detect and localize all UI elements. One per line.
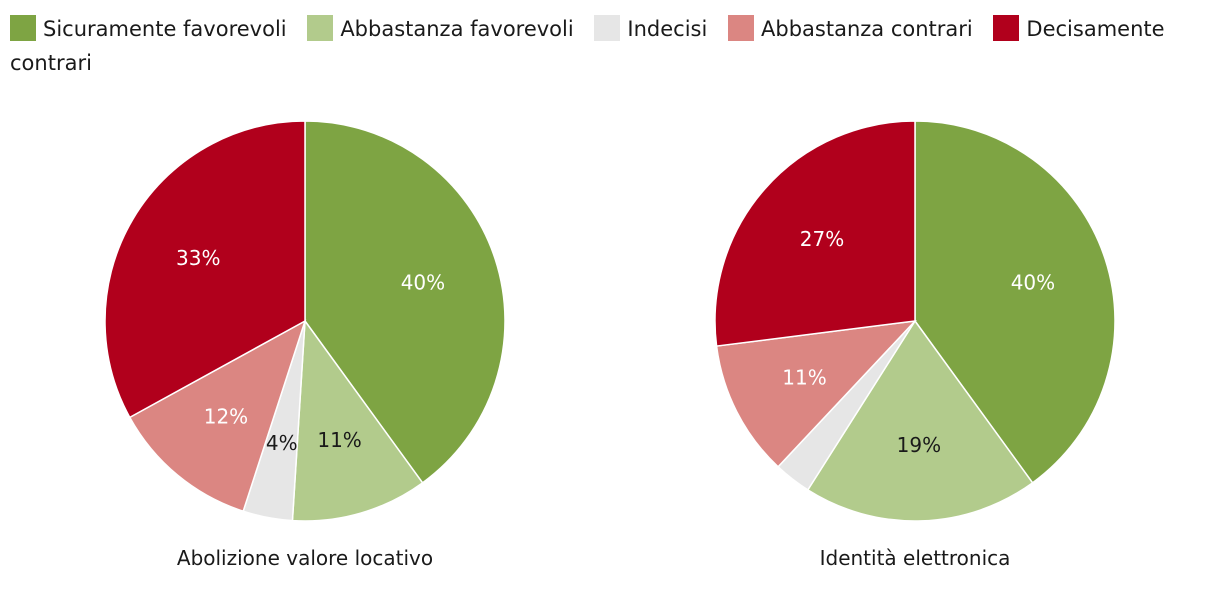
data-label-indecisi: 4% xyxy=(266,431,298,455)
data-label-abbastanza-favorevoli: 11% xyxy=(317,428,361,452)
legend-item-abbastanza-favorevoli: Abbastanza favorevoli xyxy=(307,15,574,41)
pie-slice-decisamente-contrari xyxy=(104,120,306,419)
legend-label: Abbastanza contrari xyxy=(761,17,973,41)
legend-item-sicuramente-favorevoli: Sicuramente favorevoli xyxy=(10,15,287,41)
data-label-sicuramente-favorevoli: 40% xyxy=(401,271,445,295)
chart-title-identita: Identità elettronica xyxy=(820,546,1011,570)
legend-label: Abbastanza favorevoli xyxy=(340,17,574,41)
legend-label: Indecisi xyxy=(627,17,708,41)
legend-swatch xyxy=(307,15,334,41)
pie-slice-sicuramente-favorevoli xyxy=(914,120,1116,484)
data-label-decisamente-contrari: 27% xyxy=(800,227,844,251)
pie-chart-identita-elettronica: 40% 19% 11% 27% xyxy=(714,120,1116,522)
legend-swatch xyxy=(594,15,621,41)
legend-swatch xyxy=(728,15,754,41)
pie-slice-abbastanza-contrari xyxy=(715,319,917,468)
data-label-abbastanza-favorevoli: 19% xyxy=(897,433,941,457)
pie-slice-sicuramente-favorevoli xyxy=(304,120,506,484)
pie-slice-abbastanza-favorevoli xyxy=(291,318,424,522)
pie-chart-abolizione-valore-locativo: 40% 11% 4% 12% 33% xyxy=(104,120,506,522)
data-label-sicuramente-favorevoli: 40% xyxy=(1011,271,1055,295)
legend: Sicuramente favorevoli Abbastanza favore… xyxy=(10,12,1190,80)
pie-slice-decisamente-contrari xyxy=(714,120,916,347)
legend-item-indecisi: Indecisi xyxy=(594,15,708,41)
chart-title-abolizione: Abolizione valore locativo xyxy=(177,546,433,570)
legend-item-decisamente-contrari: Decisamente contrari xyxy=(10,15,1165,75)
data-label-abbastanza-contrari: 11% xyxy=(782,365,826,389)
legend-label: Decisamente contrari xyxy=(10,17,1165,75)
pie-slice-abbastanza-contrari xyxy=(128,319,307,513)
data-label-decisamente-contrari: 33% xyxy=(176,246,220,270)
data-label-abbastanza-contrari: 12% xyxy=(204,405,248,429)
legend-label: Sicuramente favorevoli xyxy=(43,17,287,41)
legend-swatch xyxy=(10,15,36,41)
legend-swatch xyxy=(993,15,1020,41)
pie-slice-abbastanza-favorevoli xyxy=(806,319,1034,522)
legend-item-abbastanza-contrari: Abbastanza contrari xyxy=(728,15,973,41)
